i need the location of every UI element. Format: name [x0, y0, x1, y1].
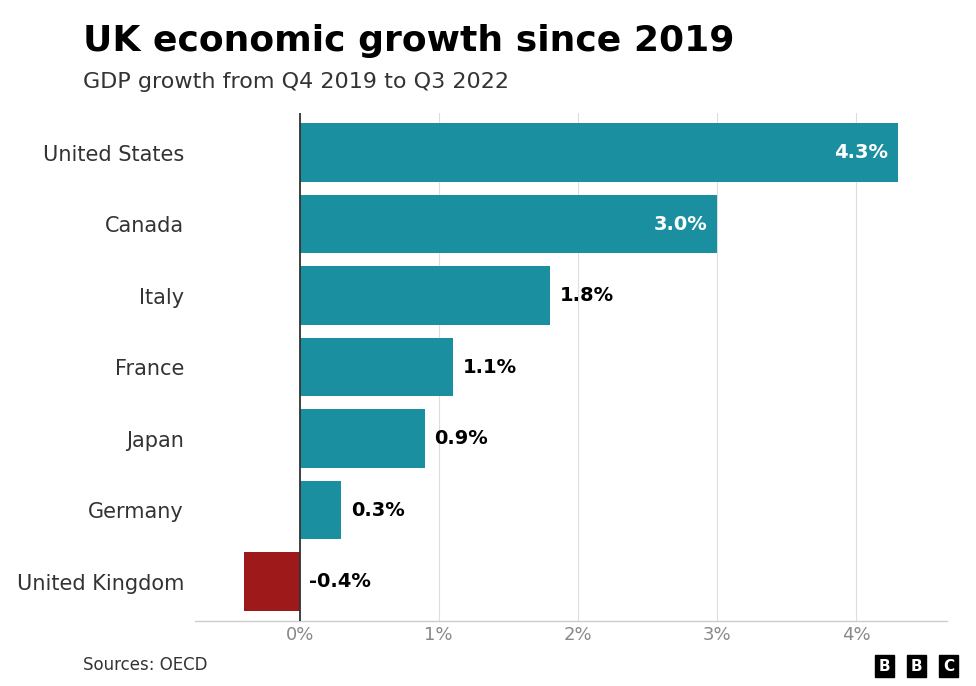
Bar [300, 195, 717, 253]
Bar [300, 338, 453, 397]
Bar [300, 123, 898, 182]
Text: B: B [911, 659, 922, 674]
Text: B: B [878, 659, 890, 674]
Text: 3.0%: 3.0% [654, 215, 708, 233]
Text: GDP growth from Q4 2019 to Q3 2022: GDP growth from Q4 2019 to Q3 2022 [83, 72, 508, 92]
Bar [300, 481, 342, 539]
Text: UK economic growth since 2019: UK economic growth since 2019 [83, 24, 735, 58]
Text: 1.8%: 1.8% [560, 286, 614, 305]
Text: 4.3%: 4.3% [834, 143, 888, 162]
Bar [244, 552, 300, 611]
Bar [300, 266, 550, 325]
Text: 0.9%: 0.9% [434, 429, 488, 448]
Text: 1.1%: 1.1% [463, 357, 516, 377]
Bar [300, 409, 425, 468]
Text: 0.3%: 0.3% [351, 501, 405, 519]
Text: Sources: OECD: Sources: OECD [83, 656, 208, 674]
Text: C: C [943, 659, 955, 674]
Text: -0.4%: -0.4% [309, 572, 371, 591]
